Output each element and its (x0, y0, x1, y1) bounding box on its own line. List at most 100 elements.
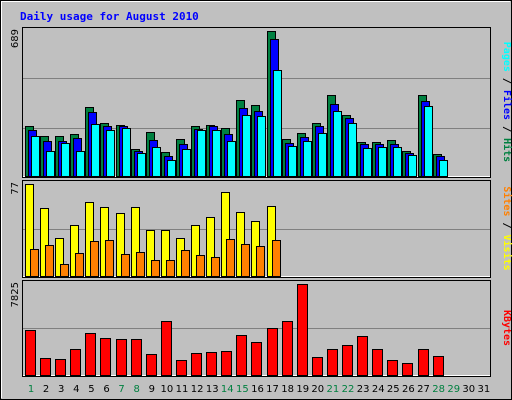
x-tick-label: 29 (447, 384, 460, 395)
x-tick-label: 10 (161, 384, 174, 395)
bar-kbytes-day-16 (251, 342, 262, 376)
bar-visits-day-14 (221, 192, 230, 277)
bar-pages-day-15 (242, 115, 251, 177)
bar-sites-day-14 (226, 239, 235, 277)
bar-kbytes-day-7 (116, 339, 127, 376)
bar-pages-day-6 (106, 130, 115, 177)
legend-label-visits: Visits (501, 235, 512, 271)
bar-kbytes-day-28 (433, 356, 444, 376)
legend-separator: / (501, 216, 512, 234)
bar-sites-day-4 (75, 253, 84, 277)
x-tick-label: 15 (236, 384, 249, 395)
bar-sites-day-12 (196, 255, 205, 277)
bar-kbytes-day-19 (297, 284, 308, 376)
bar-pages-day-1 (31, 136, 40, 177)
x-tick-label: 17 (266, 384, 279, 395)
bar-pages-day-23 (363, 148, 372, 177)
bar-kbytes-day-27 (418, 349, 429, 376)
x-tick-label: 2 (43, 384, 49, 395)
bar-sites-day-1 (30, 249, 39, 277)
legend-separator: / (501, 72, 512, 90)
bar-kbytes-day-12 (191, 353, 202, 376)
bar-visits-day-1 (25, 184, 34, 277)
x-tick-label: 31 (478, 384, 491, 395)
y-max-label: 77 (10, 182, 21, 195)
legend-label-pages: Pages (501, 42, 512, 72)
bar-sites-day-10 (166, 260, 175, 277)
bar-pages-day-28 (439, 160, 448, 177)
bar-kbytes-day-6 (100, 338, 111, 376)
bar-sites-day-13 (211, 257, 220, 277)
bar-pages-day-17 (273, 70, 282, 177)
legend-sites-visits: Sites / Visits (501, 186, 512, 270)
x-tick-label: 9 (149, 384, 155, 395)
bar-sites-day-2 (45, 245, 54, 277)
x-tick-label: 4 (73, 384, 79, 395)
bar-sites-day-6 (105, 240, 114, 277)
bar-pages-day-19 (303, 141, 312, 177)
bar-sites-day-9 (151, 260, 160, 277)
bar-pages-day-7 (122, 128, 131, 177)
bar-visits-day-4 (70, 225, 79, 277)
bar-kbytes-day-13 (206, 352, 217, 376)
x-tick-label: 8 (134, 384, 140, 395)
bar-pages-day-20 (318, 133, 327, 177)
bar-kbytes-day-21 (327, 349, 338, 376)
x-tick-label: 16 (251, 384, 264, 395)
legend-pages-files-hits: Pages / Files / Hits (501, 42, 512, 162)
bar-pages-day-13 (212, 130, 221, 177)
x-tick-label: 3 (58, 384, 64, 395)
bar-pages-day-8 (137, 153, 146, 177)
x-tick-label: 20 (311, 384, 324, 395)
bar-pages-day-10 (167, 160, 176, 177)
bar-pages-day-18 (288, 146, 297, 177)
bar-kbytes-day-9 (146, 354, 157, 376)
bar-kbytes-day-2 (40, 358, 51, 376)
bar-sites-day-17 (272, 240, 281, 277)
x-tick-label: 19 (296, 384, 309, 395)
bar-visits-day-9 (146, 230, 155, 277)
x-tick-label: 12 (191, 384, 204, 395)
x-tick-label: 1 (28, 384, 34, 395)
x-tick-label: 27 (417, 384, 430, 395)
bar-visits-day-5 (85, 202, 94, 277)
x-tick-label: 23 (357, 384, 370, 395)
legend-label-files: Files (501, 90, 512, 120)
legend-label-sites: Sites (501, 186, 512, 216)
x-tick-label: 11 (176, 384, 189, 395)
bar-kbytes-day-20 (312, 357, 323, 376)
bar-sites-day-11 (181, 250, 190, 277)
bar-pages-day-14 (227, 141, 236, 177)
bar-pages-day-25 (393, 147, 402, 177)
bar-pages-day-12 (197, 130, 206, 177)
bar-kbytes-day-4 (70, 349, 81, 376)
x-tick-label: 21 (327, 384, 340, 395)
bar-pages-day-26 (408, 155, 417, 177)
bar-kbytes-day-18 (282, 321, 293, 376)
y-max-label: 7825 (10, 282, 21, 307)
bar-kbytes-day-10 (161, 321, 172, 376)
bar-kbytes-day-24 (372, 349, 383, 376)
legend-label-kbytes: KBytes (501, 310, 512, 346)
bar-visits-day-2 (40, 208, 49, 277)
panel-kbytes: 7825 KBytes (10, 280, 512, 377)
bar-sites-day-7 (121, 254, 130, 277)
bar-kbytes-day-5 (85, 333, 96, 376)
bar-visits-day-8 (131, 207, 140, 277)
legend-kbytes: KBytes (501, 310, 512, 346)
bar-visits-day-7 (116, 213, 125, 277)
bar-sites-day-15 (241, 244, 250, 277)
bar-kbytes-day-22 (342, 345, 353, 376)
y-max-label: 689 (10, 29, 21, 48)
x-tick-label: 7 (118, 384, 124, 395)
bar-sites-day-16 (256, 246, 265, 277)
chart-title: Daily usage for August 2010 (20, 10, 199, 23)
bar-pages-day-5 (91, 124, 100, 177)
bar-pages-day-11 (182, 149, 191, 177)
bar-pages-day-3 (61, 143, 70, 177)
bar-kbytes-day-3 (55, 359, 66, 376)
panel-pages-files-hits: 689 Pages / Files / Hits (10, 27, 512, 178)
bar-visits-day-3 (55, 238, 64, 277)
x-tick-label: 25 (387, 384, 400, 395)
